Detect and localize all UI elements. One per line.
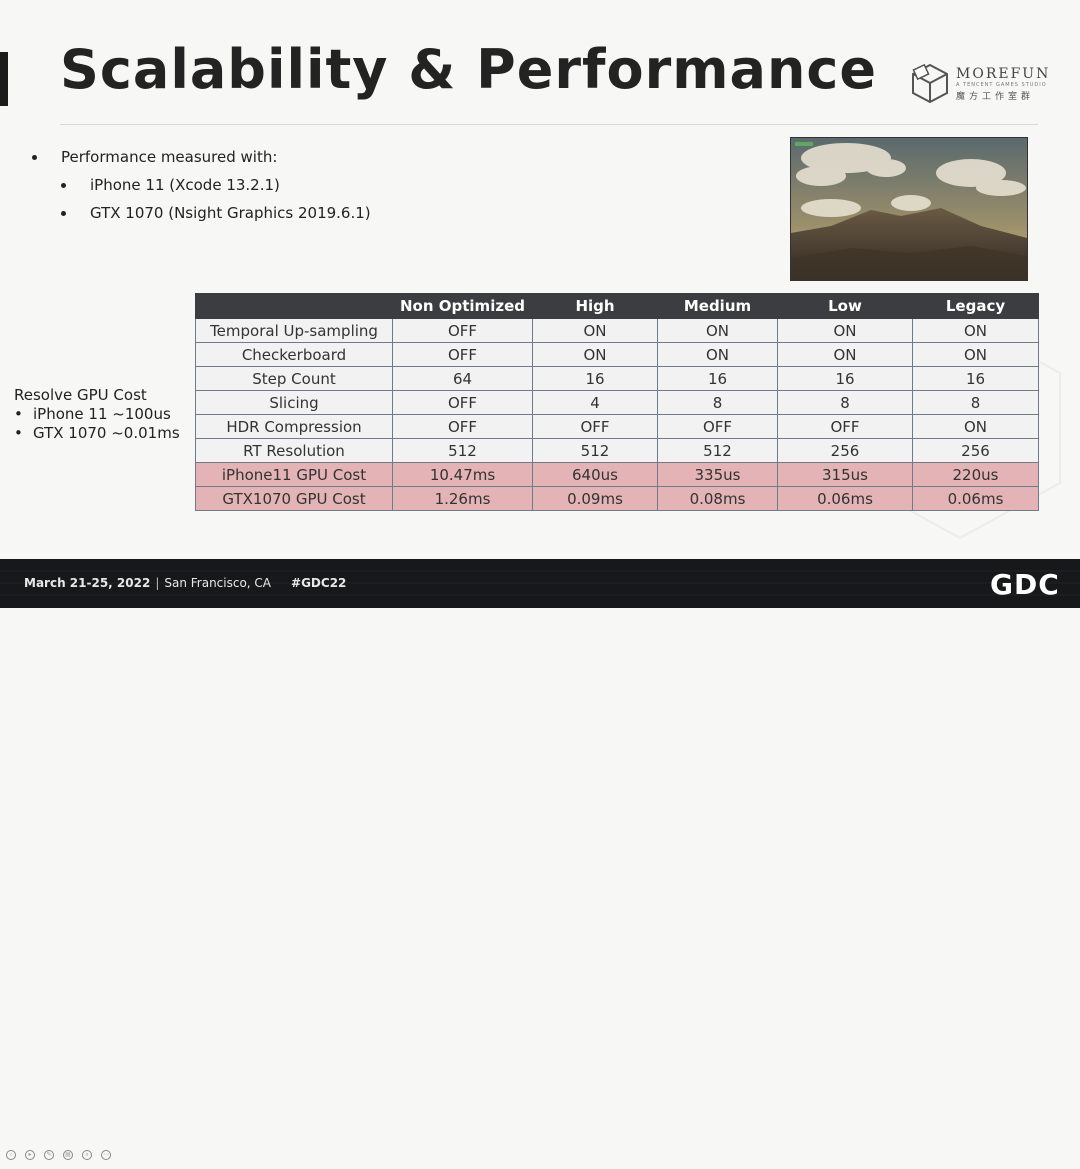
table-cell: ON: [532, 342, 658, 367]
table-cell: 512: [392, 438, 533, 463]
footer-location: San Francisco, CA: [164, 576, 272, 590]
bullet-list: Performance measured with: iPhone 11 (Xc…: [28, 146, 371, 230]
slides-icon[interactable]: ▤: [63, 1150, 73, 1160]
row-label: Checkerboard: [195, 342, 393, 367]
slide-controls: ‹ ▸ ✎ ▤ ⌕ ⋯: [6, 1150, 120, 1162]
bullet-item: GTX 1070 (Nsight Graphics 2019.6.1): [28, 202, 371, 230]
header-cell: Legacy: [912, 293, 1039, 319]
table-cell: 64: [392, 366, 533, 391]
table-cell: OFF: [392, 318, 533, 343]
table-cell: 640us: [532, 462, 658, 487]
table-cell: ON: [657, 342, 778, 367]
table-cell: 16: [912, 366, 1039, 391]
cube-logo-icon: [912, 63, 948, 104]
table-cell: OFF: [657, 414, 778, 439]
table-cell: 16: [532, 366, 658, 391]
table-cell: OFF: [777, 414, 913, 439]
bullet-item: iPhone 11 (Xcode 13.2.1): [28, 174, 371, 202]
table-cell: 0.08ms: [657, 486, 778, 511]
row-label: Step Count: [195, 366, 393, 391]
footer-pattern: [0, 570, 1080, 596]
table-cell: 0.06ms: [777, 486, 913, 511]
row-label: GTX1070 GPU Cost: [195, 486, 393, 511]
table-cell: 16: [777, 366, 913, 391]
table-cell: OFF: [392, 342, 533, 367]
row-label: Temporal Up-sampling: [195, 318, 393, 343]
row-label: Slicing: [195, 390, 393, 415]
table-row: Checkerboard OFF ON ON ON ON: [195, 342, 1039, 367]
table-cell: 16: [657, 366, 778, 391]
slide-title: Scalability & Performance: [60, 38, 878, 101]
header-cell: Medium: [657, 293, 778, 319]
table-cell: 256: [777, 438, 913, 463]
table-cell: ON: [912, 342, 1039, 367]
table-row: HDR Compression OFF OFF OFF OFF ON: [195, 414, 1039, 439]
resolve-gpu-cost: Resolve GPU Cost iPhone 11 ~100us GTX 10…: [14, 386, 180, 443]
table-row: RT Resolution 512 512 512 256 256: [195, 438, 1039, 463]
footer-date: March 21-25, 2022: [24, 576, 151, 590]
table-cell: ON: [777, 342, 913, 367]
table-cell: OFF: [392, 414, 533, 439]
table-cell: 8: [657, 390, 778, 415]
row-label: iPhone11 GPU Cost: [195, 462, 393, 487]
footer-hashtag: #GDC22: [291, 576, 347, 590]
resolve-heading: Resolve GPU Cost: [14, 386, 147, 404]
logo-name: MOREFUN: [956, 66, 1051, 82]
table-cell: 0.09ms: [532, 486, 658, 511]
bullet-item: Performance measured with:: [28, 146, 371, 174]
performance-table: Non Optimized High Medium Low Legacy Tem…: [195, 293, 1039, 511]
gdc-logo: GDC: [990, 568, 1060, 601]
pen-icon[interactable]: ✎: [44, 1150, 54, 1160]
table-cell: ON: [532, 318, 658, 343]
footer-info: March 21-25, 2022 | San Francisco, CA #GDC2…: [24, 576, 346, 590]
table-cell: ON: [657, 318, 778, 343]
title-divider: [60, 124, 1038, 125]
table-cell: ON: [912, 414, 1039, 439]
morefun-logo: MOREFUN A TENCENT GAMES STUDIO 魔方工作室群: [910, 62, 1048, 106]
table-cell: 10.47ms: [392, 462, 533, 487]
row-label: HDR Compression: [195, 414, 393, 439]
table-cell: ON: [777, 318, 913, 343]
table-row: iPhone11 GPU Cost 10.47ms 640us 335us 315us 2…: [195, 462, 1039, 487]
more-icon[interactable]: ⋯: [101, 1150, 111, 1160]
table-body: Temporal Up-sampling OFF ON ON ON ON Checkerbo…: [195, 318, 1039, 511]
row-label: RT Resolution: [195, 438, 393, 463]
footer-separator: |: [155, 576, 160, 590]
table-cell: 8: [912, 390, 1039, 415]
table-cell: ON: [912, 318, 1039, 343]
table-cell: 0.06ms: [912, 486, 1039, 511]
table-cell: 4: [532, 390, 658, 415]
prev-slide-icon[interactable]: ‹: [6, 1150, 16, 1160]
resolve-item: iPhone 11 ~100us: [14, 405, 180, 424]
table-cell: 335us: [657, 462, 778, 487]
footer-bar: March 21-25, 2022 | San Francisco, CA #GDC2…: [0, 559, 1080, 1160]
table-row: Temporal Up-sampling OFF ON ON ON ON: [195, 318, 1039, 343]
resolve-item: GTX 1070 ~0.01ms: [14, 424, 180, 443]
terrain-screenshot: [790, 137, 1028, 281]
table-cell: OFF: [532, 414, 658, 439]
header-cell: High: [532, 293, 658, 319]
slide: Scalability & Performance MOREFUN A TENC…: [0, 0, 1080, 608]
header-cell: Low: [777, 293, 913, 319]
table-row: Step Count 64 16 16 16 16: [195, 366, 1039, 391]
terrain-clouds-image: [791, 138, 1027, 280]
zoom-icon[interactable]: ⌕: [82, 1150, 92, 1160]
table-row: GTX1070 GPU Cost 1.26ms 0.09ms 0.08ms 0.06ms…: [195, 486, 1039, 511]
table-cell: OFF: [392, 390, 533, 415]
table-cell: 512: [657, 438, 778, 463]
table-cell: 8: [777, 390, 913, 415]
table-header-row: Non Optimized High Medium Low Legacy: [195, 293, 1039, 319]
table-cell: 315us: [777, 462, 913, 487]
logo-subtitle: A TENCENT GAMES STUDIO: [956, 82, 1047, 88]
table-cell: 220us: [912, 462, 1039, 487]
play-icon[interactable]: ▸: [25, 1150, 35, 1160]
header-cell: [195, 293, 393, 319]
table-row: Slicing OFF 4 8 8 8: [195, 390, 1039, 415]
table-cell: 1.26ms: [392, 486, 533, 511]
logo-chinese: 魔方工作室群: [956, 92, 1035, 102]
header-cell: Non Optimized: [392, 293, 533, 319]
title-accent-bar: [0, 52, 8, 106]
table-cell: 256: [912, 438, 1039, 463]
table-cell: 512: [532, 438, 658, 463]
